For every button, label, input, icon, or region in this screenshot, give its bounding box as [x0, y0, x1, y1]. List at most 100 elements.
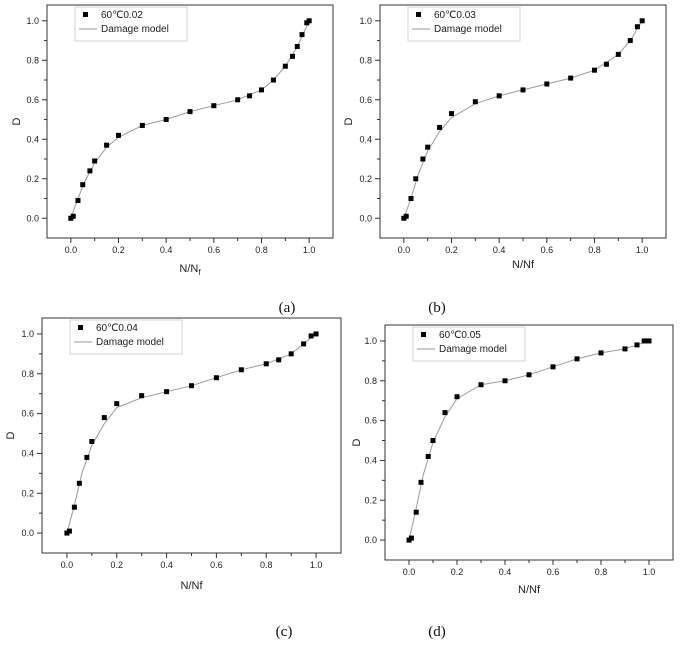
data-point	[430, 438, 436, 444]
x-axis-title-main: N/Nf	[512, 259, 535, 271]
x-tick-label: 0.0	[398, 245, 411, 255]
data-point	[84, 454, 90, 460]
data-point	[238, 367, 244, 373]
data-point	[634, 342, 640, 348]
y-axis-title: D	[351, 438, 363, 446]
y-tick-label: 0.8	[21, 369, 34, 379]
y-tick-label: 0.2	[21, 488, 34, 498]
data-point	[308, 333, 314, 339]
y-tick-label: 0.4	[359, 134, 372, 144]
data-point	[76, 480, 82, 486]
data-point	[263, 361, 269, 367]
y-tick-label: 0.2	[364, 495, 377, 505]
x-tick-label: 0.2	[110, 560, 123, 570]
data-point	[288, 351, 294, 357]
x-tick-label: 1.0	[303, 245, 316, 255]
data-point	[306, 18, 312, 24]
data-point	[454, 394, 460, 400]
chart-panel-d: 0.0 0.2 0.4 0.6 0.8 1.0 0.0 0.2 0.4 0.6 0.8 1.0 N/Nf…	[351, 324, 674, 640]
y-axis-title: D	[343, 117, 355, 125]
data-point	[418, 479, 424, 485]
data-point	[189, 383, 194, 389]
data-point	[568, 75, 574, 81]
x-tick-label: 0.8	[595, 567, 608, 577]
data-point	[639, 18, 645, 24]
data-point	[164, 389, 170, 395]
y-tick-label: 0.0	[364, 535, 377, 545]
legend-box	[69, 319, 183, 355]
data-point	[187, 109, 193, 115]
x-axis-title: N/Nf	[512, 259, 535, 271]
data-point	[116, 132, 121, 138]
x-tick-label: 1.0	[310, 560, 323, 570]
x-tick-label: 0.2	[445, 245, 458, 255]
y-tick-label: 0.4	[364, 455, 377, 465]
data-point	[425, 453, 431, 459]
data-point	[627, 38, 633, 44]
data-point	[550, 364, 556, 370]
panel-caption: (a)	[279, 300, 296, 316]
legend-label: Damage model	[96, 337, 164, 348]
data-point	[71, 504, 77, 510]
x-axis-title: N/Nf	[518, 584, 541, 596]
model-line	[403, 20, 643, 219]
x-tick-label: 0.4	[160, 560, 173, 570]
x-tick-label: 0.2	[451, 567, 464, 577]
data-point	[75, 197, 81, 203]
panel-caption: (c)	[276, 624, 293, 640]
legend-label: 60℃0.05	[439, 330, 481, 341]
y-tick-label: 0.4	[26, 134, 39, 144]
legend-label: Damage model	[101, 24, 169, 35]
data-point	[472, 99, 478, 105]
data-point	[592, 67, 597, 73]
x-axis-title-main: N/Nf	[181, 580, 204, 592]
data-point	[544, 81, 550, 87]
chart-panel-c: 0.0 0.2 0.4 0.6 0.8 1.0 0.0 0.2 0.4 0.6 0.8 1.0 N/Nf…	[5, 317, 342, 640]
x-axis-title-main: N/Nf	[518, 584, 541, 596]
y-tick-label: 0.0	[21, 528, 34, 538]
y-tick-label: 0.8	[26, 55, 39, 65]
data-point	[235, 97, 241, 103]
model-line	[408, 340, 650, 541]
data-point	[163, 117, 169, 123]
data-point	[641, 338, 647, 344]
y-tick-label: 0.2	[26, 174, 39, 184]
data-point	[80, 182, 86, 188]
legend-marker	[78, 325, 83, 330]
y-tick-label: 1.0	[364, 336, 377, 346]
data-point	[101, 415, 107, 421]
panel-caption: (d)	[428, 624, 446, 640]
data-point	[408, 535, 414, 541]
data-point	[301, 341, 307, 347]
y-axis-title: D	[11, 117, 23, 125]
legend-label: 60℃0.03	[434, 10, 476, 21]
x-axis-title-main: N/N	[179, 263, 198, 275]
data-point	[104, 142, 110, 148]
data-point	[437, 124, 443, 130]
x-tick-label: 0.4	[160, 245, 173, 255]
data-point	[425, 144, 431, 150]
data-point	[413, 176, 419, 182]
legend-box	[412, 326, 526, 362]
y-tick-label: 0.8	[364, 376, 377, 386]
y-tick-label: 1.0	[21, 329, 34, 339]
x-tick-label: 0.0	[403, 567, 416, 577]
data-point	[270, 77, 276, 83]
data-point	[92, 158, 98, 164]
data-point	[646, 338, 652, 344]
data-point	[520, 87, 526, 93]
data-point	[299, 32, 305, 38]
legend-marker	[421, 332, 426, 337]
x-tick-label: 0.6	[210, 560, 223, 570]
x-tick-label: 0.6	[208, 245, 221, 255]
data-point	[574, 356, 580, 362]
x-tick-label: 0.4	[499, 567, 512, 577]
x-tick-label: 0.6	[547, 567, 560, 577]
data-point	[211, 103, 217, 109]
x-axis-title-subscript: f	[198, 268, 201, 277]
model-line	[70, 20, 310, 219]
y-axis-title: D	[5, 431, 17, 439]
y-tick-label: 0.4	[21, 448, 34, 458]
chart-panel-a: 0.0 0.2 0.4 0.6 0.8 1.0 0.0 0.2 0.4 0.6 0.8 1.0 N/Nf…	[11, 4, 334, 316]
x-tick-label: 0.8	[260, 560, 273, 570]
